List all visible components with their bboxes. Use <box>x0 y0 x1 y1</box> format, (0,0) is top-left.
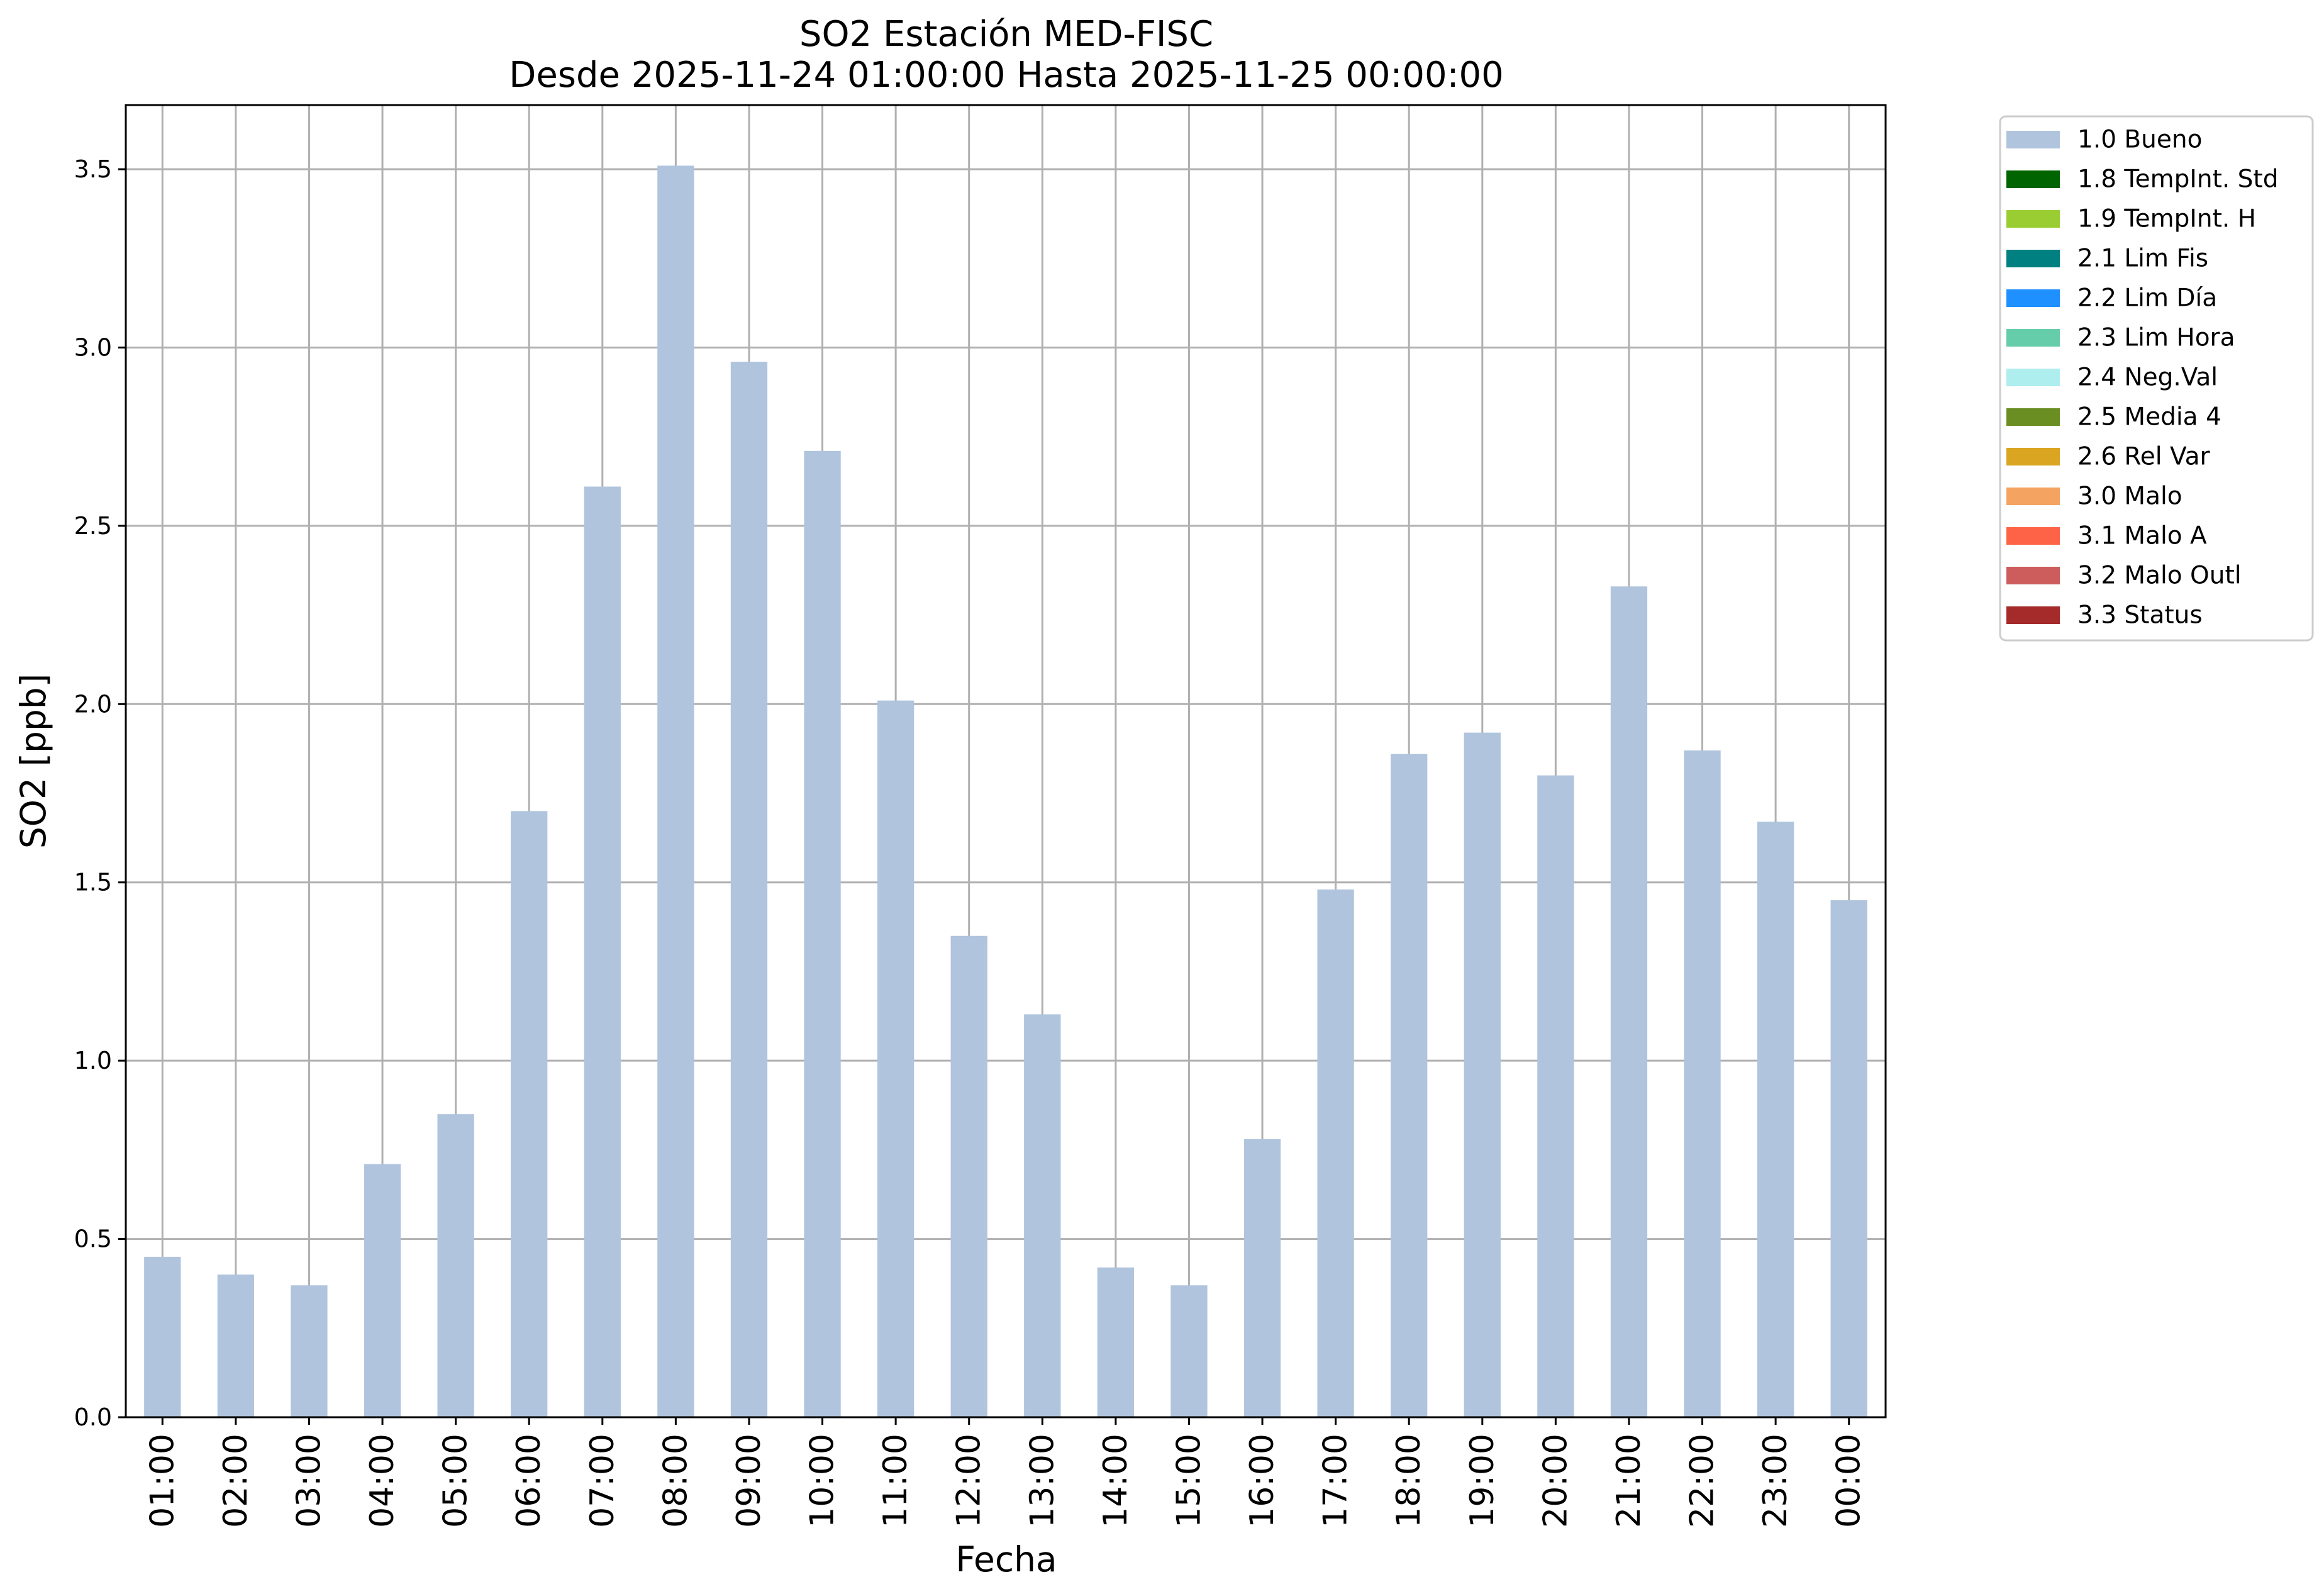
x-tick-label: 21:00 <box>1610 1434 1648 1528</box>
x-tick-label: 08:00 <box>657 1434 694 1528</box>
bar-2300 <box>1757 822 1794 1417</box>
bar-1000 <box>804 450 841 1417</box>
legend-label: 1.8 TempInt. Std <box>2077 165 2278 194</box>
x-tick-label: 18:00 <box>1390 1434 1428 1528</box>
bar-1300 <box>1024 1014 1061 1417</box>
bar-0200 <box>217 1274 255 1417</box>
bar-2000 <box>1537 775 1574 1417</box>
x-tick-label: 11:00 <box>877 1434 915 1528</box>
bar-1600 <box>1243 1139 1281 1417</box>
bar-0700 <box>584 486 621 1418</box>
legend-swatch <box>2006 250 2060 267</box>
bar-1100 <box>877 700 915 1417</box>
legend-swatch <box>2006 289 2060 307</box>
legend-label: 1.0 Bueno <box>2077 126 2202 154</box>
bar-0600 <box>511 811 548 1417</box>
y-axis-label: SO2 [ppb] <box>13 674 53 849</box>
bar-0300 <box>291 1285 328 1417</box>
legend-swatch <box>2006 408 2060 426</box>
x-tick-label: 02:00 <box>217 1434 255 1528</box>
bar-1800 <box>1391 754 1428 1417</box>
bar-1700 <box>1317 889 1354 1417</box>
y-tick-label: 2.5 <box>74 512 112 540</box>
x-axis: 01:00 02:00 03:00 04:00 05:00 06:00 07:00 08:00… <box>143 1417 1868 1528</box>
legend-swatch <box>2006 567 2060 584</box>
x-tick-label: 13:00 <box>1023 1434 1061 1528</box>
legend-swatch <box>2006 369 2060 386</box>
bar-0500 <box>437 1114 474 1417</box>
legend-swatch <box>2006 210 2060 228</box>
plot-frame <box>125 104 1887 1418</box>
legend-label: 2.2 Lim Día <box>2077 284 2217 313</box>
x-tick-label: 23:00 <box>1757 1434 1794 1528</box>
y-tick-label: 1.0 <box>74 1047 112 1074</box>
x-tick-label: 20:00 <box>1537 1434 1574 1528</box>
bar-0900 <box>730 362 768 1418</box>
x-tick-label: 15:00 <box>1170 1434 1208 1528</box>
legend-swatch <box>2006 606 2060 624</box>
bar-0100 <box>144 1256 181 1417</box>
legend-label: 2.3 Lim Hora <box>2077 324 2235 352</box>
legend-swatch <box>2006 170 2060 188</box>
x-tick-label: 09:00 <box>730 1434 768 1528</box>
y-tick-label: 0.5 <box>74 1225 112 1253</box>
bar-2100 <box>1610 586 1648 1417</box>
bar-1500 <box>1170 1285 1208 1417</box>
legend-label: 2.1 Lim Fis <box>2077 245 2208 273</box>
y-tick-label: 3.0 <box>74 333 112 361</box>
y-tick-label: 3.5 <box>74 155 112 183</box>
x-tick-label: 06:00 <box>510 1434 548 1528</box>
x-tick-label: 04:00 <box>364 1434 401 1528</box>
chart-title: SO2 Estación MED-FISC <box>799 14 1213 55</box>
x-tick-label: 14:00 <box>1097 1434 1135 1528</box>
legend-label: 2.6 Rel Var <box>2077 443 2211 471</box>
legend-swatch <box>2006 448 2060 465</box>
legend-label: 3.1 Malo A <box>2077 522 2207 550</box>
x-tick-label: 03:00 <box>290 1434 328 1528</box>
legend-swatch <box>2006 527 2060 545</box>
legend-label: 3.3 Status <box>2077 601 2203 630</box>
legend-label: 2.4 Neg.Val <box>2077 364 2218 392</box>
x-tick-label: 16:00 <box>1243 1434 1281 1528</box>
legend-swatch <box>2006 329 2060 347</box>
x-tick-label: 07:00 <box>584 1434 621 1528</box>
bar-2200 <box>1684 750 1721 1417</box>
bar-1900 <box>1464 732 1501 1417</box>
y-tick-label: 0.0 <box>74 1403 112 1431</box>
legend-frame <box>1999 115 2314 642</box>
x-tick-label: 05:00 <box>437 1434 475 1528</box>
chart-subtitle: Desde 2025-11-24 01:00:00 Hasta 2025-11-… <box>509 55 1504 96</box>
x-tick-label: 00:00 <box>1830 1434 1868 1528</box>
x-axis-label: Fecha <box>955 1539 1057 1580</box>
y-tick-label: 2.0 <box>74 690 112 718</box>
x-tick-label: 12:00 <box>950 1434 988 1528</box>
legend-swatch <box>2006 488 2060 505</box>
legend-label: 3.0 Malo <box>2077 482 2182 511</box>
legend-label: 1.9 TempInt. H <box>2077 205 2256 233</box>
bar-1200 <box>950 935 987 1417</box>
bar-1400 <box>1097 1267 1135 1417</box>
legend-swatch <box>2006 131 2060 148</box>
x-tick-label: 22:00 <box>1684 1434 1721 1528</box>
bar-0400 <box>364 1164 401 1417</box>
x-tick-label: 10:00 <box>804 1434 842 1528</box>
bars <box>144 165 1867 1418</box>
bar-0800 <box>657 165 694 1417</box>
bar-0000 <box>1830 900 1867 1417</box>
x-tick-label: 19:00 <box>1464 1434 1501 1528</box>
legend-label: 3.2 Malo Outl <box>2077 562 2242 590</box>
legend-label: 2.5 Media 4 <box>2077 403 2221 432</box>
y-tick-label: 1.5 <box>74 869 112 896</box>
legend: 1.0 Bueno 1.8 TempInt. Std 1.9 TempInt. H 2… <box>1999 115 2314 642</box>
y-axis: 0.0 0.5 1.0 1.5 2.0 2.5 3.0 3.5 <box>74 155 126 1431</box>
x-tick-label: 17:00 <box>1317 1434 1355 1528</box>
x-tick-label: 01:00 <box>143 1434 181 1528</box>
